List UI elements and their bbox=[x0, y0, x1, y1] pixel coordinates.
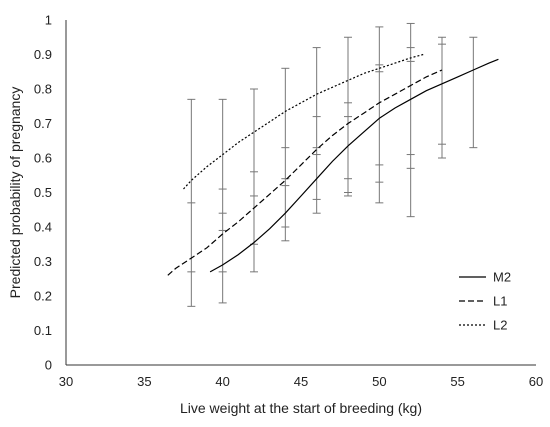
series-line-m2 bbox=[209, 58, 499, 273]
error-bar bbox=[187, 98, 196, 307]
x-tick-labels: 30 35 40 45 50 55 60 bbox=[59, 374, 543, 389]
error-bar bbox=[438, 36, 446, 159]
y-tick-label: 0.3 bbox=[34, 254, 52, 269]
x-tick-label: 40 bbox=[215, 374, 229, 389]
series-line-l2 bbox=[183, 53, 424, 190]
y-tick-label: 0.5 bbox=[34, 185, 52, 200]
legend-item-l1: L1 bbox=[459, 294, 507, 309]
y-tick-label: 0.4 bbox=[34, 220, 52, 235]
error-bar bbox=[218, 98, 227, 304]
error-bar bbox=[406, 22, 415, 218]
axes bbox=[65, 20, 536, 366]
x-axis-title: Live weight at the start of breeding (kg… bbox=[180, 400, 422, 416]
x-tick-label: 55 bbox=[450, 374, 464, 389]
error-bar bbox=[469, 36, 478, 149]
y-axis-title: Predicted probability of pregnancy bbox=[7, 87, 23, 299]
y-tick-label: 0.6 bbox=[34, 151, 52, 166]
error-bar bbox=[281, 67, 290, 242]
x-tick-label: 60 bbox=[529, 374, 543, 389]
error-bar bbox=[375, 26, 384, 204]
error-bars bbox=[187, 22, 478, 307]
legend-label: L2 bbox=[493, 318, 507, 333]
series-line-l1 bbox=[167, 69, 443, 276]
legend-item-l2: L2 bbox=[459, 318, 507, 333]
y-tick-label: 0.9 bbox=[34, 47, 52, 62]
x-tick-label: 35 bbox=[137, 374, 151, 389]
legend-item-m2: M2 bbox=[459, 270, 511, 285]
x-tick-label: 30 bbox=[59, 374, 73, 389]
series-lines bbox=[167, 53, 499, 276]
x-tick-label: 45 bbox=[294, 374, 308, 389]
x-tick-label: 50 bbox=[372, 374, 386, 389]
error-bar bbox=[344, 36, 352, 197]
error-bar bbox=[312, 47, 321, 214]
y-tick-label: 0.8 bbox=[34, 82, 52, 97]
error-bar bbox=[250, 88, 258, 273]
y-tick-label: 0.1 bbox=[34, 323, 52, 338]
y-tick-label: 0.7 bbox=[34, 116, 52, 131]
y-tick-label: 0 bbox=[45, 358, 52, 373]
y-tick-label: 1 bbox=[45, 13, 52, 28]
legend-label: M2 bbox=[493, 270, 511, 285]
y-tick-labels: 0 0.1 0.2 0.3 0.4 0.5 0.6 0.7 0.8 0.9 1 bbox=[34, 13, 52, 373]
y-tick-label: 0.2 bbox=[34, 289, 52, 304]
legend: M2 L1 L2 bbox=[459, 270, 511, 333]
legend-label: L1 bbox=[493, 294, 507, 309]
